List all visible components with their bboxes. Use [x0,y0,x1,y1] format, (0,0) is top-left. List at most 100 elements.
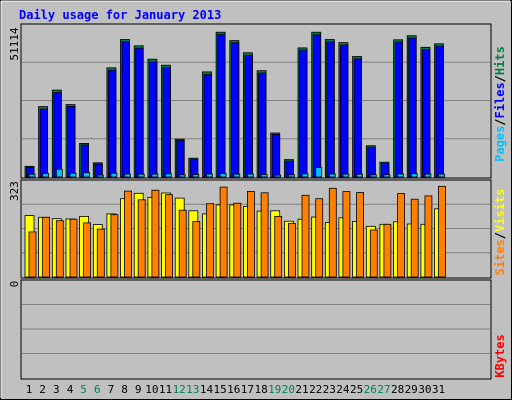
files-bar [176,140,185,178]
sites-bar [356,192,365,278]
files-bar [408,37,417,178]
day-label: 30 [418,383,431,396]
day-label: 26 [364,383,377,396]
day-label: 19 [268,383,281,396]
pages-bar [83,172,90,178]
day-label: 1 [26,383,33,396]
sites-bar [287,223,296,278]
files-bar [230,42,240,178]
legend-hits: Pages/Files/Hits [493,46,507,162]
legend-pages: Pages [493,126,507,162]
sites-bar [219,186,228,278]
day-label: 10 [145,383,158,396]
day-label: 8 [121,383,128,396]
day-label: 24 [336,383,350,396]
sites-bar [301,194,310,278]
sites-bar [124,190,132,278]
sites-bar [55,220,64,278]
pages-bar [397,173,405,178]
day-label: 6 [94,383,101,396]
sites-bar [410,198,419,278]
legend-sites: Sites [493,239,507,275]
day-label: 17 [241,383,254,396]
pages-bar [356,173,364,178]
files-bar [217,34,226,178]
files-bar [312,34,322,178]
files-bar [435,45,444,178]
svg-text:Sites/Visits: Sites/Visits [493,189,507,276]
day-label: 3 [53,383,60,396]
files-bar [53,92,62,178]
sites-bar [69,218,78,278]
sites-bar [137,199,146,278]
day-label: 21 [295,383,308,396]
panel-kbytes-grid [22,304,490,354]
sites-bar [424,195,433,278]
day-label: 29 [405,383,418,396]
pages-bar [274,174,282,178]
pages-bar [438,173,445,178]
sites-bar [369,229,378,278]
pages-bar [233,173,241,178]
legend-sep-3: / [493,232,507,239]
pages-bar [110,172,118,178]
day-label: 22 [309,383,322,396]
pages-bar [42,173,49,178]
pages-bar [219,173,227,178]
day-label: 31 [432,383,445,396]
panel-visits: 323 Sites/Visits [8,179,507,279]
sites-bar [96,228,105,278]
panel-hits-bars [24,31,445,178]
pages-bar [165,173,172,178]
files-bar [203,74,212,178]
day-label: 7 [108,383,115,396]
files-bar [148,61,158,178]
files-bar [39,108,48,178]
day-label: 9 [135,383,142,396]
sites-bar [206,203,214,278]
sites-bar [315,198,324,278]
files-bar [339,44,349,178]
day-label: 27 [377,383,390,396]
day-label: 23 [323,383,336,396]
day-label: 14 [200,383,214,396]
pages-bar [246,173,254,178]
legend-hits: Hits [493,46,507,75]
files-bar [108,69,117,178]
svg-text:KBytes: KBytes [493,334,507,377]
sites-bar [110,214,119,278]
legend-kbytes-label: KBytes [493,334,507,377]
pages-bar [410,173,418,178]
sites-bar [192,221,201,278]
files-bar [80,144,89,178]
files-bar [271,133,281,178]
day-label: 13 [186,383,199,396]
pages-bar [342,173,350,178]
panel-hits: 51114 Pages/Files/Hits [8,23,507,179]
pages-bar [260,174,268,178]
day-label: 28 [391,383,404,396]
sites-bar [383,223,392,278]
files-bar [135,47,144,178]
day-label: 12 [173,383,186,396]
pages-bar [96,174,104,178]
legend-kbytes: KBytes [493,334,507,377]
day-label: 5 [80,383,87,396]
sites-bar [246,190,255,278]
pages-bar [69,172,77,178]
ymax-label-visits: 323 [8,181,21,201]
pages-bar [137,173,145,178]
sites-bar [151,189,160,278]
legend-sep-1: / [493,118,507,125]
pages-bar [315,166,323,178]
files-bar [258,72,267,178]
x-axis-day-labels: 1 2 3 4 5 6 7 8 9 10 11 12 13 14 15 16 17 18 19 20 21 22 23 24 2… [26,383,445,396]
files-bar [121,41,130,178]
files-bar [353,58,363,178]
day-label: 20 [282,383,295,396]
day-label: 4 [67,383,74,396]
day-label: 18 [254,383,267,396]
ymax-label-kbytes: 0 [8,281,21,288]
pages-bar [124,173,131,178]
